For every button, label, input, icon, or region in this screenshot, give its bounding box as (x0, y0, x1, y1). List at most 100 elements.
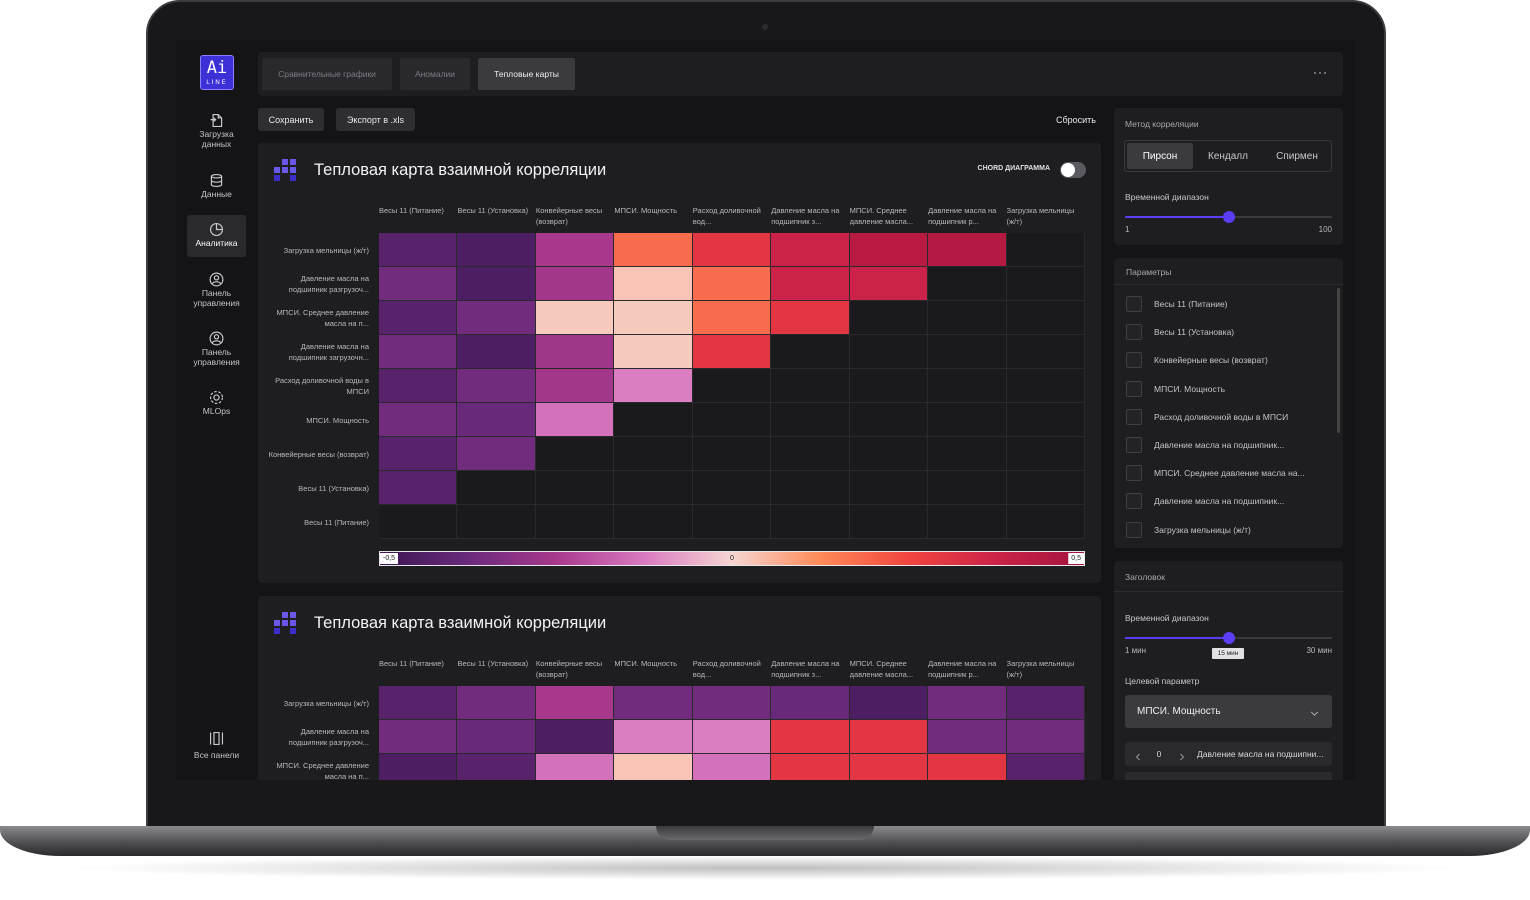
lag-next[interactable] (1177, 749, 1187, 761)
header-card: Заголовок Временной диапазон 1 мин 15 мин 30… (1114, 561, 1343, 780)
empty-cell (928, 267, 1007, 301)
heatmap-cell (849, 686, 929, 720)
checkbox (1126, 465, 1142, 482)
parameter-row[interactable]: МПСИ. Среднее давление масла на... (1126, 465, 1326, 482)
heatmap-cell (457, 369, 536, 403)
heatmap-cell (535, 335, 615, 369)
target-select[interactable]: МПСИ. Мощность (1125, 695, 1332, 728)
checkbox (1126, 352, 1142, 369)
method-option[interactable]: Спирмен (1276, 150, 1318, 162)
heatmap-cell (379, 720, 458, 754)
heatmap-cell (771, 720, 850, 754)
parameter-row[interactable]: МПСИ. Мощность (1126, 380, 1326, 397)
parameter-row[interactable]: Весы 11 (Установка) (1126, 324, 1326, 341)
scrollbar (1337, 288, 1340, 433)
chord-toggle[interactable] (1060, 162, 1086, 178)
column-label: МПСИ. Среднее давление масла... (849, 659, 914, 679)
nav-item[interactable]: Загрузка данных (187, 106, 246, 158)
menu-dot (1319, 72, 1321, 74)
heatmap-cell (457, 335, 536, 369)
save-button[interactable]: Сохранить (258, 108, 324, 131)
range-min: 1 мин (1125, 646, 1147, 655)
more-menu[interactable] (1314, 72, 1328, 76)
parameter-row[interactable]: Загрузка мельницы (ж/т) (1126, 521, 1326, 538)
column-label: Расход доливочной вод... (692, 659, 761, 679)
row-label: МПСИ. Среднее давление масла на п... (276, 761, 369, 780)
nav-item[interactable]: Панель управления (187, 324, 246, 376)
empty-cell (771, 403, 850, 437)
checkbox (1126, 296, 1142, 312)
heatmap-cell (849, 720, 929, 754)
colorbar: -0,5 0 0,5 (379, 551, 1085, 566)
heatmap-cell (928, 686, 1007, 720)
heatmap-cell (379, 335, 458, 369)
icon-square (274, 620, 280, 626)
method-option[interactable]: Кендалл (1208, 150, 1248, 162)
icon-graphic (1136, 753, 1140, 761)
heatmap-cell (379, 437, 458, 471)
empty-cell (457, 471, 536, 505)
top-bar: Сравнительные графики Аномалии Тепловые ка… (258, 52, 1343, 96)
method-option[interactable]: Пирсон (1127, 143, 1193, 169)
reset-button[interactable]: Сбросить (1055, 114, 1096, 125)
parameter-label: Загрузка мельницы (ж/т) (1154, 524, 1251, 535)
export-button[interactable]: Экспорт в .xls (336, 108, 415, 131)
slider-fill (1125, 637, 1229, 639)
icon-square (290, 628, 296, 634)
parameter-row[interactable]: Весы 11 (Питание) (1126, 296, 1326, 312)
heatmap-cell (928, 754, 1007, 780)
heatmap-cell (535, 720, 615, 754)
heatmap-cell (692, 233, 772, 267)
parameter-row[interactable]: Давление масла на подшипник... (1126, 437, 1326, 453)
empty-cell (1006, 267, 1085, 301)
column-label: Весы 11 (Питание) (379, 206, 444, 215)
column-label: Давление масла на подшипник з... (771, 659, 840, 679)
parameter-row[interactable]: Давление масла на подшипник... (1126, 493, 1326, 510)
icon-square (282, 167, 288, 173)
empty-cell (692, 471, 772, 505)
heatmap-cell (379, 754, 458, 780)
icon-square (274, 628, 280, 634)
breadcrumb-tab[interactable]: Тепловые карты (478, 58, 575, 90)
parameter-row[interactable]: Конвейерные весы (возврат) (1126, 352, 1326, 369)
slider-thumb[interactable] (1223, 211, 1235, 223)
heatmap-cell (614, 720, 693, 754)
icon-graphic (209, 272, 224, 287)
nav-item[interactable]: Данные (187, 166, 246, 208)
heatmap-cell (379, 686, 458, 720)
parameter-row[interactable]: Расход доливочной воды в МПСИ (1126, 408, 1326, 425)
nav-footer[interactable]: Все панели (187, 730, 246, 766)
icon-graphic (1180, 753, 1184, 761)
divider (1114, 284, 1343, 285)
column-label: Конвейерные весы (возврат) (535, 206, 603, 226)
empty-cell (692, 403, 772, 437)
parameter-label: Давление масла на подшипник... (1154, 496, 1285, 507)
lag-prev[interactable] (1133, 749, 1143, 761)
empty-cell (928, 471, 1007, 505)
heatmap-cell (535, 403, 615, 437)
breadcrumb-tab[interactable]: Аномалии (400, 58, 470, 90)
parameter-label: Весы 11 (Питание) (1154, 299, 1228, 309)
card-title: Параметры (1126, 267, 1172, 277)
breadcrumb-tab[interactable]: Сравнительные графики (262, 58, 392, 90)
empty-cell (928, 369, 1007, 403)
empty-cell (928, 437, 1007, 471)
empty-cell (614, 505, 693, 539)
heatmap-icon (274, 159, 298, 183)
heatmap-cell (379, 301, 458, 335)
nav-item[interactable]: Панель управления (187, 265, 246, 317)
range-value: 15 мин (1212, 648, 1244, 659)
menu-dot (1324, 72, 1326, 74)
slider-thumb[interactable] (1223, 632, 1235, 644)
empty-cell (614, 437, 693, 471)
empty-cell (849, 403, 929, 437)
nav-item[interactable]: MLOps (187, 383, 246, 425)
row-label: МПСИ. Мощность (306, 415, 369, 425)
heatmap-cell (379, 403, 458, 437)
icon-square (290, 159, 296, 165)
nav-item[interactable]: Аналитика (187, 215, 246, 257)
camera (762, 24, 768, 30)
column-label: Давление масла на подшипник р... (928, 206, 997, 226)
laptop-notch (656, 826, 874, 840)
icon-square (290, 612, 296, 618)
